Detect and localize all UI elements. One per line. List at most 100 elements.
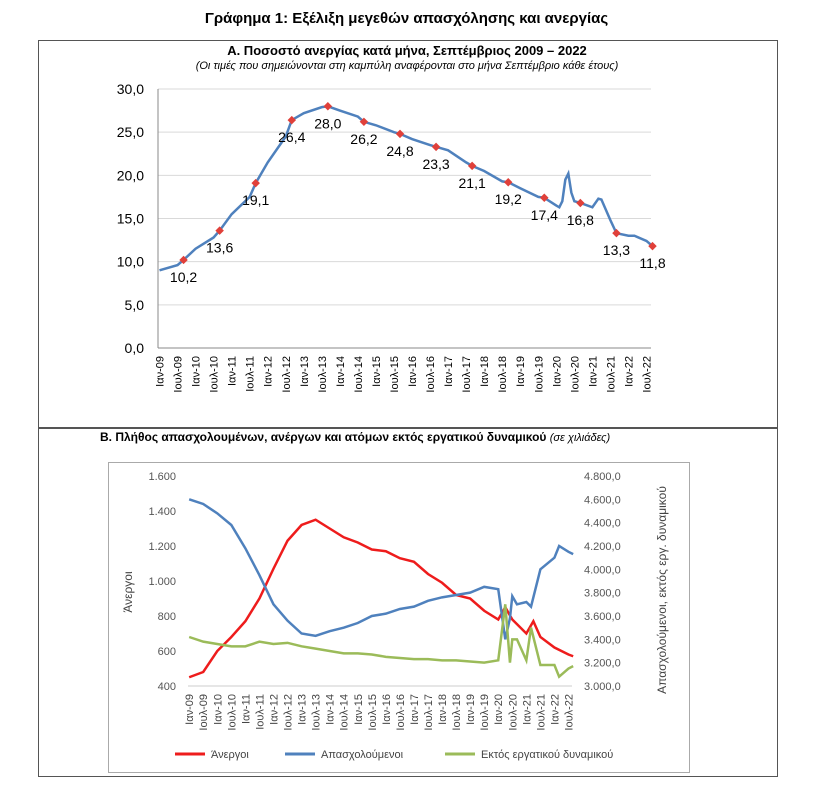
data-label: 26,4 [278, 129, 305, 145]
x-tick-label: Ιαν-17 [409, 694, 421, 725]
chart-b-frame [108, 462, 690, 773]
y-right-tick-label: 3.600,0 [584, 611, 621, 623]
x-tick-label: Ιουλ-20 [569, 356, 581, 393]
x-tick-label: Ιαν-15 [371, 356, 383, 387]
data-label: 23,3 [422, 156, 449, 172]
x-tick-label: Ιαν-21 [521, 694, 533, 725]
y-right-tick-label: 3.000,0 [584, 681, 621, 693]
x-tick-label: Ιουλ-19 [479, 694, 491, 731]
y-right-tick-label: 4.200,0 [584, 541, 621, 553]
x-tick-label: Ιαν-22 [623, 356, 635, 387]
september-marker [431, 142, 441, 152]
x-tick-label: Ιουλ-13 [311, 694, 323, 731]
y-tick-label: 400 [158, 681, 176, 693]
chart-b-title-note: (σε χιλιάδες) [549, 432, 611, 444]
x-tick-label: Ιουλ-22 [641, 356, 653, 393]
x-tick-label: Ιαν-10 [212, 694, 224, 725]
y-right-tick-label: 3.400,0 [584, 634, 621, 646]
data-label: 10,2 [170, 269, 197, 285]
legend-label: Απασχολούμενοι [321, 749, 404, 761]
x-tick-label: Ιουλ-22 [563, 694, 575, 731]
x-tick-label: Ιουλ-11 [254, 694, 266, 730]
x-tick-label: Ιαν-19 [515, 356, 527, 387]
panel-a [38, 40, 778, 429]
september-marker [503, 177, 513, 187]
y-tick-label: 800 [158, 611, 176, 623]
y-tick-label: 600 [158, 646, 176, 658]
x-tick-label: Ιουλ-15 [389, 356, 401, 393]
x-tick-label: Ιουλ-21 [535, 694, 547, 731]
y-tick-label: 0,0 [125, 340, 145, 356]
september-marker [395, 129, 405, 139]
x-tick-label: Ιουλ-10 [209, 356, 221, 393]
x-tick-label: Ιουλ-18 [451, 694, 463, 731]
y-tick-label: 30,0 [117, 81, 144, 97]
y-tick-label: 10,0 [117, 254, 144, 270]
y-right-tick-label: 4.600,0 [584, 494, 621, 506]
y-tick-label: 15,0 [117, 211, 144, 227]
x-tick-label: Ιουλ-13 [317, 356, 329, 393]
x-tick-label: Ιουλ-14 [353, 356, 365, 393]
y-tick-label: 1.200 [148, 541, 176, 553]
x-tick-label: Ιουλ-11 [245, 356, 257, 392]
x-tick-label: Ιαν-11 [227, 356, 239, 386]
september-marker [612, 228, 621, 238]
x-tick-label: Ιουλ-18 [497, 356, 509, 393]
x-tick-label: Ιαν-14 [335, 356, 347, 387]
data-label: 11,8 [639, 255, 665, 271]
data-label: 28,0 [314, 115, 341, 131]
x-tick-label: Ιουλ-09 [198, 694, 210, 731]
september-marker [287, 115, 297, 125]
x-tick-label: Ιαν-19 [465, 694, 477, 725]
y-tick-label: 5,0 [125, 297, 145, 313]
y-right-tick-label: 3.200,0 [584, 658, 621, 670]
x-tick-label: Ιουλ-12 [281, 356, 293, 393]
data-label: 19,1 [242, 192, 269, 208]
x-tick-label: Ιαν-12 [268, 694, 280, 725]
y-tick-label: 1.600 [148, 471, 176, 483]
legend-label: Άνεργοι [211, 749, 249, 761]
x-tick-label: Ιαν-18 [479, 356, 491, 387]
series-line-1 [188, 498, 574, 640]
data-label: 13,6 [206, 240, 233, 256]
x-tick-label: Ιουλ-19 [533, 356, 545, 393]
x-tick-label: Ιαν-09 [184, 694, 196, 725]
y-tick-label: 25,0 [117, 124, 144, 140]
x-tick-label: Ιουλ-20 [507, 694, 519, 731]
x-tick-label: Ιαν-20 [493, 694, 505, 725]
x-tick-label: Ιαν-13 [299, 356, 311, 387]
september-marker [179, 255, 188, 265]
chart-b-title: Β. Πλήθος απασχολουμένων, ανέργων και ατ… [100, 430, 610, 444]
data-label: 17,4 [531, 207, 558, 223]
x-tick-label: Ιουλ-14 [339, 694, 351, 731]
x-tick-label: Ιαν-15 [353, 694, 365, 725]
data-label: 13,3 [603, 242, 630, 258]
x-tick-label: Ιαν-10 [191, 356, 203, 387]
x-tick-label: Ιουλ-16 [395, 694, 407, 731]
y-right-tick-label: 4.800,0 [584, 471, 621, 483]
x-tick-label: Ιουλ-17 [423, 694, 435, 731]
data-label: 19,2 [495, 191, 522, 207]
september-marker [251, 178, 260, 188]
series-line-0 [188, 518, 574, 679]
data-label: 26,2 [350, 131, 377, 147]
chart-b-title-text: Β. Πλήθος απασχολουμένων, ανέργων και ατ… [100, 430, 547, 444]
x-tick-label: Ιουλ-09 [173, 356, 185, 393]
x-tick-label: Ιουλ-21 [605, 356, 617, 393]
x-tick-label: Ιαν-12 [263, 356, 275, 387]
x-tick-label: Ιαν-21 [587, 356, 599, 387]
x-tick-label: Ιαν-16 [407, 356, 419, 387]
x-tick-label: Ιαν-14 [325, 694, 337, 725]
x-tick-label: Ιαν-11 [240, 694, 252, 724]
x-tick-label: Ιαν-20 [551, 356, 563, 387]
september-marker [359, 117, 369, 127]
series-line-2 [188, 604, 574, 679]
x-tick-label: Ιαν-22 [549, 694, 561, 725]
chart-a-subtitle: (Οι τιμές που σημειώνονται στη καμπύλη α… [195, 60, 619, 72]
september-marker [215, 226, 224, 235]
september-marker [323, 102, 333, 111]
x-tick-label: Ιουλ-10 [226, 694, 238, 731]
panel-b [38, 427, 778, 777]
unemployment-rate-line [159, 104, 654, 272]
